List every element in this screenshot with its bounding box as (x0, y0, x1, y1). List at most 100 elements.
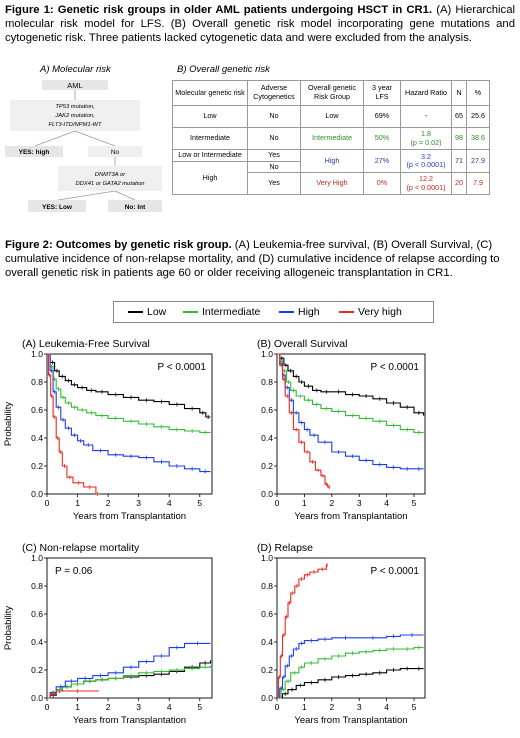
x-axis-label: Years from Transplantation (73, 715, 186, 726)
cell-cyto: Yes (247, 172, 301, 196)
x-tick-label: 2 (329, 702, 334, 712)
y-tick-label: 0.6 (261, 609, 273, 619)
cell-cyto: No (247, 160, 301, 174)
y-tick-label: 0.4 (261, 433, 273, 443)
p-value-annotation: P < 0.0001 (158, 362, 207, 373)
cell-hr: 12.2 (p < 0.0001) (400, 172, 452, 196)
y-tick-label: 0.4 (31, 637, 43, 647)
table-header-cell: Adverse Cytogenetics (247, 80, 301, 106)
tree-no-int-box (108, 200, 162, 212)
table-header-cell: Hazard Ratio (400, 80, 452, 106)
y-tick-label: 0.8 (31, 377, 43, 387)
cell-risk-group: High (300, 148, 364, 174)
tree-no1: No (111, 149, 120, 156)
tree-no-int: No: Int (125, 204, 146, 211)
p-value-annotation: P < 0.0001 (371, 566, 420, 577)
hr-value: 12.2 (419, 174, 433, 184)
cell-cyto: No (247, 127, 301, 150)
x-tick-label: 3 (136, 702, 141, 712)
cell-n: 65 (451, 105, 467, 128)
y-tick-label: 0.6 (31, 405, 43, 415)
table-row: High No (172, 160, 490, 196)
series-line-very-high (277, 564, 328, 699)
cell-hr: - (400, 105, 452, 128)
legend-item-high: High (279, 306, 320, 318)
legend-item-low: Low (128, 306, 166, 318)
cell-risk-group: Intermediate (300, 127, 364, 150)
x-tick-label: 5 (412, 702, 417, 712)
table-header-row: Molecular genetic risk Adverse Cytogenet… (172, 80, 490, 106)
x-tick-label: 0 (45, 498, 50, 508)
chart-leukemia-free-survival: (A) Leukemia-Free Survival P < 0.0001 0 1 2 3… (3, 338, 213, 522)
x-tick-label: 5 (197, 702, 202, 712)
plot-frame (46, 353, 213, 495)
legend-item-intermediate: Intermediate (183, 306, 260, 318)
x-tick-label: 3 (357, 498, 362, 508)
y-tick-label: 1.0 (261, 553, 273, 563)
cell-mol-risk: Intermediate (172, 127, 248, 150)
y-tick-label: 0.4 (261, 637, 273, 647)
cell-hr: 3.2 (p < 0.0001) (400, 148, 452, 174)
y-tick-label: 1.0 (31, 349, 43, 359)
tree-condition2-line2: DDX41 or GATA2 mutation (75, 181, 144, 187)
x-tick-label: 2 (106, 498, 111, 508)
y-tick-label: 0.8 (31, 581, 43, 591)
y-tick-label: 0.8 (261, 581, 273, 591)
tree-condition1-line3: FLT3-ITD/NPM1-WT (48, 122, 101, 128)
series-line-low (277, 353, 425, 416)
hr-value: 1.8 (421, 128, 431, 138)
x-tick-label: 1 (75, 702, 80, 712)
figure2-label: Figure 2: Outcomes by genetic risk group… (5, 239, 232, 251)
cell-risk-group: Very High (300, 172, 364, 196)
legend-label: Low (147, 306, 167, 318)
tree-condition2-box (58, 166, 162, 191)
y-tick-label: 0.0 (261, 693, 273, 703)
plot-frame (276, 557, 426, 699)
tree-root-box (42, 80, 108, 90)
cell-pct: 25.6 (466, 105, 490, 128)
series-line-very-high (277, 353, 331, 488)
legend-label: Intermediate (202, 306, 261, 318)
legend-line (279, 311, 294, 313)
x-tick-label: 2 (106, 702, 111, 712)
x-axis-label: Years from Transplantation (294, 511, 407, 522)
table-header-cell: Molecular genetic risk (172, 80, 248, 106)
plot-frame (46, 557, 213, 699)
series-line-intermediate (277, 353, 424, 433)
x-tick-label: 5 (197, 498, 202, 508)
tree-yes-low-box (28, 200, 86, 212)
x-tick-label: 3 (357, 702, 362, 712)
figure2-caption-text: (A) Leukemia-free survival, (B) Overall … (5, 239, 500, 280)
cell-lfs: 0% (363, 172, 401, 196)
series-line-intermediate (277, 647, 424, 699)
cell-lfs: 27% (363, 148, 401, 174)
table-row: Low or Intermediate Yes High 27% 3.2 (p <… (172, 148, 490, 174)
cell-n: 98 (451, 127, 467, 150)
y-tick-label: 0.2 (261, 461, 273, 471)
figure1-caption: Figure 1: Genetic risk groups in older A… (5, 3, 515, 46)
y-tick-label: 1.0 (31, 553, 43, 563)
chart-non-relapse-mortality: (C) Non-relapse mortality P = 0.06 0 1 2 3 4 5 0… (3, 542, 213, 726)
y-tick-label: 0.2 (261, 665, 273, 675)
y-tick-label: 0.6 (261, 405, 273, 415)
x-tick-label: 1 (75, 498, 80, 508)
figure1-caption-text: (A) Hierarchical molecular risk model fo… (5, 4, 516, 45)
hr-pvalue: (p < 0.0001) (406, 182, 446, 192)
chart-title: (A) Leukemia-Free Survival (22, 338, 150, 350)
y-tick-label: 0.0 (31, 693, 43, 703)
legend-line (339, 311, 354, 313)
y-tick-label: 0.0 (31, 489, 43, 499)
x-tick-label: 2 (329, 498, 334, 508)
series-line-intermediate (47, 665, 212, 699)
p-value-annotation: P = 0.06 (55, 566, 93, 577)
hr-pvalue: (p < 0.0001) (406, 160, 446, 170)
x-tick-label: 1 (302, 498, 307, 508)
legend-label: Very high (358, 306, 402, 318)
cell-lfs: 69% (363, 105, 401, 128)
x-tick-label: 3 (136, 498, 141, 508)
y-axis-label: Probability (3, 606, 14, 651)
x-tick-label: 4 (384, 498, 389, 508)
table-row: Low No Low 69% - 65 25.6 (172, 105, 490, 128)
y-tick-label: 0.2 (31, 665, 43, 675)
x-tick-label: 1 (302, 702, 307, 712)
